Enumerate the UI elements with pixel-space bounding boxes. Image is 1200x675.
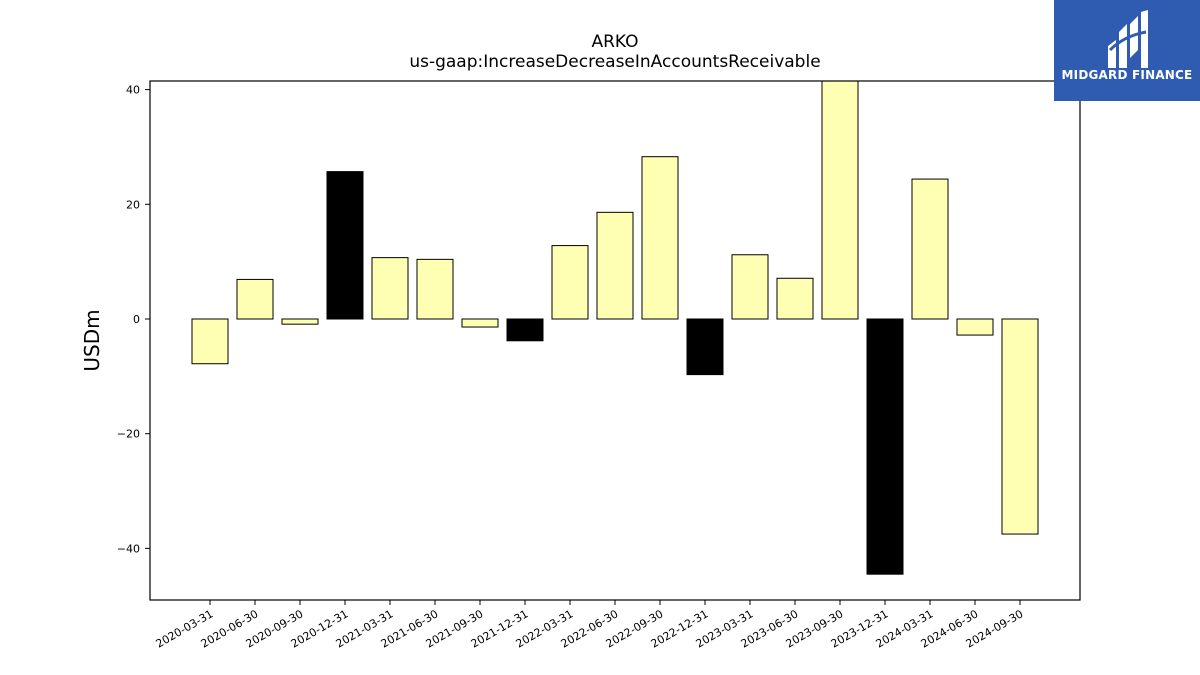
bar-2021-03-31: [371, 257, 409, 320]
bar-2021-12-31: [506, 318, 544, 342]
bar-2023-06-30: [776, 277, 814, 320]
bar-2024-03-31: [911, 178, 949, 320]
bar-2022-12-31: [686, 318, 724, 376]
y-tick-label-20: 20: [126, 198, 140, 211]
bar-2022-06-30: [596, 211, 634, 320]
bar-2022-09-30: [641, 156, 679, 320]
chart-subtitle: us-gaap:IncreaseDecreaseInAccountsReceiv…: [409, 52, 821, 72]
chart-title: ARKO: [591, 32, 639, 52]
bar-2020-03-31: [191, 318, 229, 365]
y-axis-label: USDm: [80, 309, 104, 371]
bar-2021-06-30: [416, 258, 454, 320]
bar-2023-12-31: [866, 318, 904, 575]
y-tick-label-0: 0: [133, 313, 140, 326]
logo-mark-icon: [1108, 10, 1148, 68]
bar-2024-09-30: [1001, 318, 1039, 535]
bar-2020-12-31: [326, 171, 364, 320]
y-tick-label--20: −20: [117, 428, 140, 441]
bar-2021-09-30: [461, 318, 499, 328]
bars-group: [191, 81, 1039, 575]
bar-2024-06-30: [956, 318, 994, 336]
bar-2023-03-31: [731, 254, 769, 320]
y-tick-label-40: 40: [126, 84, 140, 97]
bar-2020-09-30: [281, 318, 319, 325]
y-tick-label--40: −40: [117, 542, 140, 555]
logo-text: MIDGARD FINANCE: [1061, 68, 1193, 82]
bar-2020-06-30: [236, 278, 274, 320]
midgard-finance-logo: MIDGARD FINANCE: [1054, 0, 1200, 101]
plot-frame: [149, 80, 1081, 601]
bar-2023-09-30: [821, 81, 859, 320]
bar-2022-03-31: [551, 245, 589, 320]
